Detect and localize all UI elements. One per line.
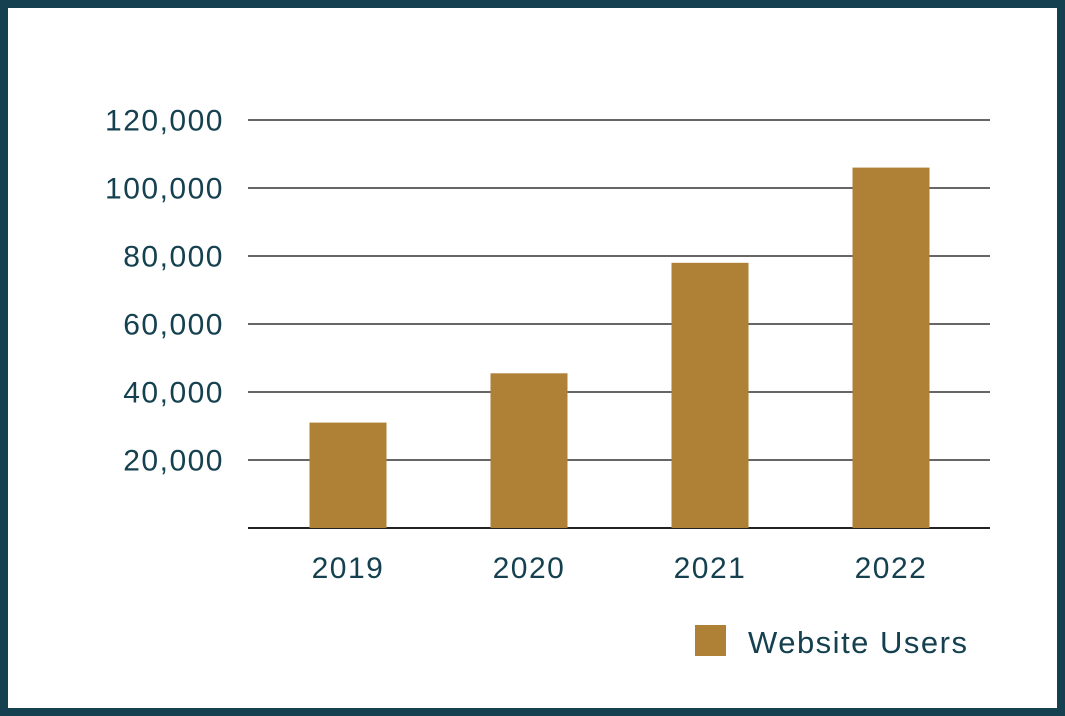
legend-label: Website Users: [748, 625, 969, 660]
y-tick-label: 60,000: [123, 309, 224, 342]
bar-chart: 20,000 40,000 60,000 80,000 100,000 120,000 2…: [105, 105, 990, 660]
bar-series: [309, 167, 930, 528]
y-tick-label: 120,000: [105, 105, 224, 138]
y-axis-tick-labels: 20,000 40,000 60,000 80,000 100,000 120,000: [105, 105, 224, 478]
y-tick-label: 20,000: [123, 445, 224, 478]
x-tick-label: 2019: [312, 552, 385, 585]
y-tick-label: 40,000: [123, 377, 224, 410]
bar-2021: [671, 262, 749, 528]
y-tick-label: 100,000: [105, 173, 224, 206]
y-tick-label: 80,000: [123, 241, 224, 274]
legend: Website Users: [695, 625, 969, 660]
bar-2019: [309, 422, 387, 528]
bar-2020: [490, 373, 568, 528]
legend-swatch-icon: [695, 625, 726, 656]
x-tick-label: 2020: [493, 552, 566, 585]
x-tick-label: 2021: [674, 552, 747, 585]
bar-2022: [852, 167, 930, 528]
x-axis-tick-labels: 2019 2020 2021 2022: [312, 552, 928, 585]
x-tick-label: 2022: [855, 552, 928, 585]
